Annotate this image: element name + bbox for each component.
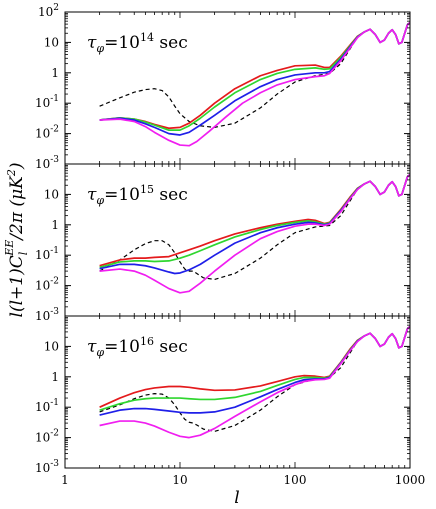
- y-tick-label: 10-2: [35, 125, 59, 141]
- y-tick-label: 10: [44, 35, 59, 49]
- y-tick-label: 10-3: [35, 155, 59, 171]
- series-line-magenta: [99, 21, 410, 147]
- series-group: [99, 173, 410, 294]
- series-group: [99, 325, 410, 439]
- y-tick-label: 10-2: [35, 429, 59, 445]
- y-tick-label: 102: [38, 3, 59, 19]
- x-tick-label: 1000: [395, 473, 426, 487]
- y-tick-label: 1: [51, 66, 59, 80]
- y-tick-label: 10: [44, 187, 59, 201]
- panel-2: 10-3 10-2 10-1 1 10 τφ=1015 sec: [35, 163, 411, 323]
- series-line-magenta: [99, 325, 410, 439]
- y-tick-label: 10-1: [35, 246, 59, 262]
- panel-frame: [64, 315, 411, 469]
- y-tick-label: 10-1: [35, 94, 59, 110]
- y-tick-label: 10: [44, 339, 59, 353]
- y-axis-title-text: l(l+1)ClEE/2π (μK2): [3, 163, 30, 318]
- series-group: [99, 21, 410, 147]
- y-tick-label: 10-3: [35, 307, 59, 323]
- y-axis-title: l(l+1)ClEE/2π (μK2): [3, 163, 30, 318]
- panel-1: 10-3 10-2 10-1 1 10 102 τφ=1014 sec: [35, 3, 411, 171]
- series-line-magenta: [99, 173, 410, 294]
- x-tick-label: 1: [61, 473, 69, 487]
- y-tick-label: 10-1: [35, 398, 59, 414]
- panel-label: τφ=1014 sec: [87, 31, 188, 55]
- panel-3: 10-3 10-2 10-1 1 10 τφ=1016 sec: [35, 315, 411, 475]
- x-tick-label: 100: [284, 473, 307, 487]
- panel-label: τφ=1015 sec: [87, 183, 188, 207]
- x-axis-title: l: [234, 488, 239, 508]
- y-tick-label: 10-2: [35, 277, 59, 293]
- y-tick-label: 1: [51, 370, 59, 384]
- y-tick-label: 1: [51, 218, 59, 232]
- x-axis: 1 10 100 1000: [61, 473, 425, 487]
- panel-label: τφ=1016 sec: [87, 335, 188, 359]
- series-line-dashed: [99, 22, 410, 128]
- x-tick-label: 10: [172, 473, 187, 487]
- y-tick-label: 10-3: [35, 459, 59, 475]
